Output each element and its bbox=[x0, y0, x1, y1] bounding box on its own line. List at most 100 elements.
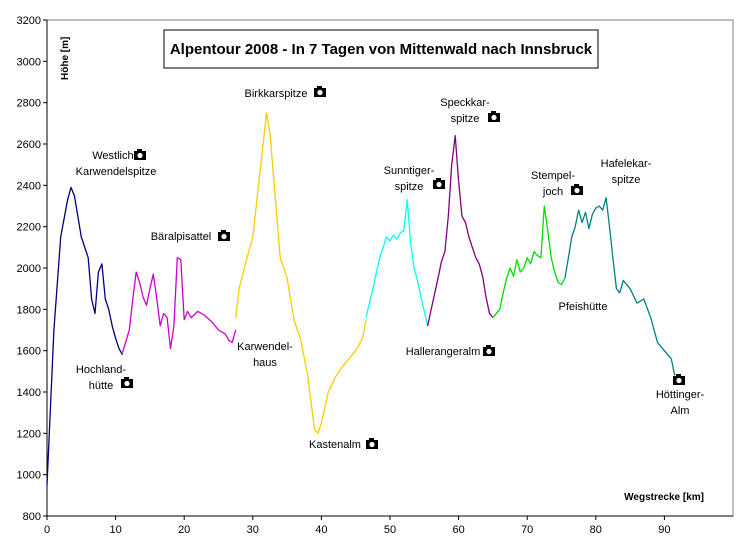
x-tick-label: 90 bbox=[658, 524, 670, 536]
camera-icon bbox=[314, 86, 326, 97]
series-line-day-4 bbox=[365, 199, 429, 327]
x-tick-label: 20 bbox=[178, 524, 190, 536]
camera-lens bbox=[436, 181, 442, 188]
annotation-line: Stempel- bbox=[531, 170, 575, 182]
annotation-line: Hafelekar- bbox=[601, 158, 652, 170]
x-tick-label: 50 bbox=[384, 524, 396, 536]
x-tick-label: 60 bbox=[452, 524, 464, 536]
camera-lens bbox=[676, 377, 682, 384]
camera-icon bbox=[488, 111, 500, 122]
annotation-line: haus bbox=[253, 357, 277, 369]
annotation-line: joch bbox=[542, 186, 563, 198]
annotation-label: Stempel-joch bbox=[531, 170, 575, 198]
x-tick-label: 10 bbox=[109, 524, 121, 536]
camera-icon bbox=[134, 149, 146, 160]
annotation-label: Kastenalm bbox=[309, 439, 361, 451]
x-tick-label: 40 bbox=[315, 524, 327, 536]
y-tick-label: 1200 bbox=[17, 428, 41, 440]
camera-lens bbox=[124, 380, 130, 387]
y-tick-label: 1000 bbox=[17, 470, 41, 482]
camera-top bbox=[369, 438, 374, 441]
annotation-line: Sunntiger- bbox=[384, 165, 435, 177]
axis-ticks: 8001000120014001600180020002200240026002… bbox=[17, 15, 671, 536]
annotation-line: Bäralpisattel bbox=[151, 231, 212, 243]
camera-top bbox=[124, 377, 129, 380]
y-tick-label: 3200 bbox=[17, 15, 41, 27]
annotation-line: Kastenalm bbox=[309, 439, 361, 451]
camera-lens bbox=[137, 152, 143, 159]
y-axis-label: Höhe [m] bbox=[60, 37, 71, 80]
camera-lens bbox=[369, 441, 375, 448]
title-box: Alpentour 2008 - In 7 Tagen von Mittenwa… bbox=[163, 29, 599, 69]
x-tick-label: 70 bbox=[521, 524, 533, 536]
annotation-line: Hallerangeralm bbox=[406, 346, 481, 358]
annotation-line: Pfeishütte bbox=[559, 301, 608, 313]
annotation-label: Hallerangeralm bbox=[406, 346, 481, 358]
camera-lens bbox=[317, 89, 323, 96]
camera-top bbox=[436, 178, 441, 181]
camera-icon bbox=[673, 374, 685, 385]
x-axis-label: Wegstrecke [km] bbox=[624, 492, 704, 503]
annotation-label: Westliche Karwendelspitze bbox=[76, 150, 157, 178]
annotation-line: Höttinger- bbox=[656, 389, 705, 401]
camera-icon bbox=[483, 345, 495, 356]
camera-top bbox=[676, 374, 681, 377]
camera-top bbox=[317, 86, 322, 89]
camera-lens bbox=[221, 233, 227, 240]
camera-icon bbox=[121, 377, 133, 388]
x-tick-label: 0 bbox=[44, 524, 50, 536]
annotation-line: Karwendelspitze bbox=[76, 166, 157, 178]
x-tick-label: 30 bbox=[247, 524, 259, 536]
title-frame bbox=[163, 29, 599, 69]
annotation-line: Birkkarspitze bbox=[245, 88, 308, 100]
chart-title: Alpentour 2008 - In 7 Tagen von Mittenwa… bbox=[170, 41, 593, 58]
series-line-day-7 bbox=[564, 197, 676, 376]
camera-top bbox=[486, 345, 491, 348]
annotation-label: Höttinger- Alm bbox=[656, 389, 705, 417]
plot-area bbox=[46, 19, 734, 517]
camera-top bbox=[137, 149, 142, 152]
annotation-line: spitze bbox=[451, 113, 480, 125]
annotation-line: Karwendel- bbox=[237, 341, 293, 353]
series-line-day-1 bbox=[46, 186, 124, 486]
series-group bbox=[46, 112, 676, 486]
series-line-day-6 bbox=[492, 205, 566, 319]
annotation-label: Hochland-hütte bbox=[76, 364, 126, 392]
y-tick-label: 2600 bbox=[17, 139, 41, 151]
y-tick-label: 2400 bbox=[17, 180, 41, 192]
camera-icon bbox=[218, 230, 230, 241]
annotation-line: spitze bbox=[395, 181, 424, 193]
camera-lens bbox=[491, 114, 497, 121]
annotation-line: hütte bbox=[89, 380, 113, 392]
series-line-day-3 bbox=[235, 112, 367, 434]
annotation-line: Hochland- bbox=[76, 364, 126, 376]
annotation-line: spitze bbox=[612, 174, 641, 186]
y-tick-label: 800 bbox=[23, 511, 41, 523]
annotation-label: Hafelekar-spitze bbox=[601, 158, 652, 186]
annotations: Westliche Karwendelspitze Hochland-hütte Bä… bbox=[76, 86, 705, 451]
annotation-label: Speckkar-spitze bbox=[440, 97, 490, 125]
y-tick-label: 2800 bbox=[17, 98, 41, 110]
y-tick-label: 2200 bbox=[17, 222, 41, 234]
series-line-day-5 bbox=[427, 135, 494, 327]
x-tick-label: 80 bbox=[590, 524, 602, 536]
camera-top bbox=[574, 184, 579, 187]
annotation-label: Karwendel-haus bbox=[237, 341, 293, 369]
annotation-line: Alm bbox=[671, 405, 690, 417]
plot-frame bbox=[46, 19, 734, 517]
camera-lens bbox=[486, 348, 492, 355]
annotation-label: Sunntiger-spitze bbox=[384, 165, 435, 193]
camera-icon bbox=[571, 184, 583, 195]
y-tick-label: 1800 bbox=[17, 304, 41, 316]
series-line-day-2 bbox=[121, 257, 237, 353]
annotation-label: Pfeishütte bbox=[559, 301, 608, 313]
annotation-line: Westliche bbox=[92, 150, 139, 162]
y-tick-label: 3000 bbox=[17, 56, 41, 68]
camera-lens bbox=[574, 187, 580, 194]
y-tick-label: 1400 bbox=[17, 387, 41, 399]
annotation-label: Birkkarspitze bbox=[245, 88, 308, 100]
camera-icon bbox=[366, 438, 378, 449]
y-tick-label: 1600 bbox=[17, 346, 41, 358]
annotation-line: Speckkar- bbox=[440, 97, 490, 109]
